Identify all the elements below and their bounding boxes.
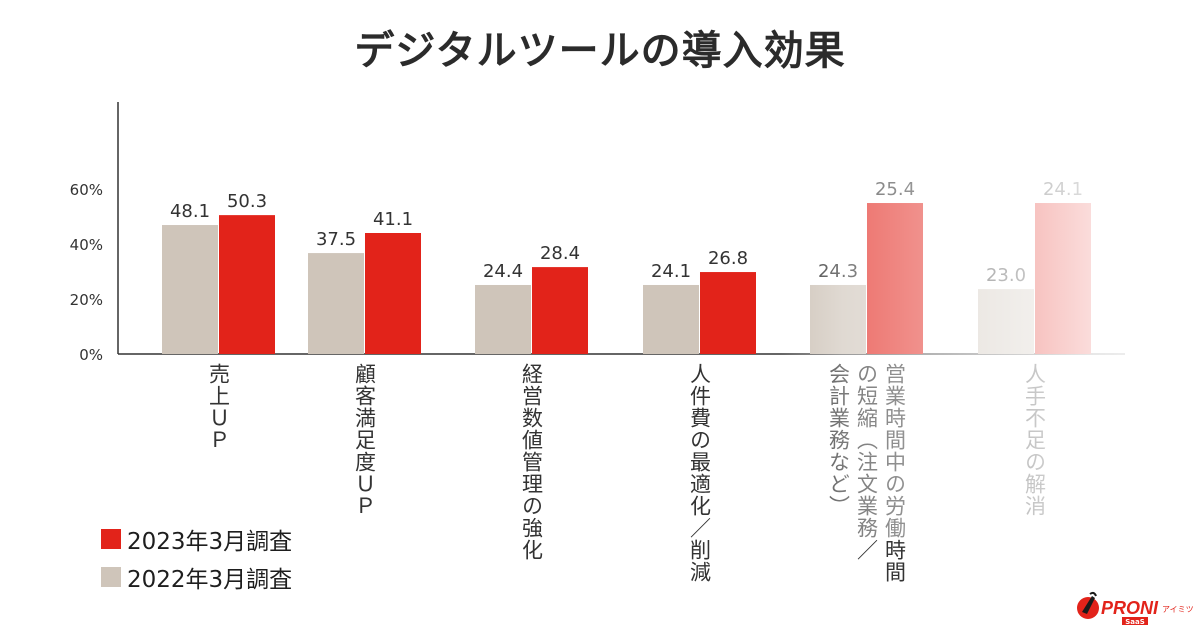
bar-2023 (532, 267, 588, 354)
logo-mark-icon (1077, 591, 1099, 619)
category-label: 顧客満足度ＵＰ (351, 363, 379, 517)
category-label: 売上ＵＰ (205, 363, 233, 451)
category-label-line: 人件費の最適化／削減 (687, 363, 712, 583)
category-label: 人件費の最適化／削減 (686, 363, 714, 583)
category-label-line: 人手不足の解消 (1022, 363, 1047, 517)
category-label-line: 経営数値管理の強化 (519, 363, 544, 561)
bar-2022 (475, 284, 531, 354)
data-label: 25.4 (875, 179, 915, 200)
legend-swatch-2023 (101, 529, 121, 549)
chart-title: デジタルツールの導入効果 (354, 28, 846, 74)
y-tick-label: 0% (79, 346, 103, 364)
bar-2022 (643, 284, 699, 354)
bar-2023 (700, 272, 756, 354)
data-label: 24.1 (1043, 179, 1083, 200)
data-label: 23.0 (986, 265, 1026, 286)
bar-2023 (1035, 203, 1091, 354)
data-label: 37.5 (316, 229, 356, 250)
y-tick-label: 60% (70, 181, 103, 199)
category-label-line: の短縮（注文業務／ (854, 363, 879, 561)
category-label: 人手不足の解消 (1021, 363, 1049, 517)
category-label: 経営数値管理の強化 (518, 363, 546, 561)
data-label: 28.4 (540, 243, 580, 264)
category-label-line: 会計業務など） (826, 363, 851, 517)
logo-badge: SaaS (1125, 618, 1145, 626)
y-tick-label: 20% (70, 291, 103, 309)
data-label: 24.3 (818, 261, 858, 282)
data-label: 48.1 (170, 201, 210, 222)
proni-logo: PRONI アイミツ SaaS (1077, 591, 1194, 626)
legend-swatch-2022 (101, 567, 121, 587)
bar-2023 (867, 203, 923, 354)
data-label: 41.1 (373, 209, 413, 230)
data-label: 24.1 (651, 261, 691, 282)
legend-item-2023: 2023年3月調査 (101, 522, 292, 556)
logo-sub: アイミツ (1162, 605, 1194, 614)
legend-label-2023: 2023年3月調査 (127, 529, 293, 555)
category-label-line: 営業時間中の労働時間 (882, 363, 907, 583)
bar-2022 (810, 284, 866, 354)
category-label-line: 売上ＵＰ (206, 363, 231, 451)
category-label-line: 顧客満足度ＵＰ (352, 363, 377, 517)
category-label: 営業時間中の労働時間 の短縮（注文業務／ 会計業務など） (825, 363, 909, 583)
legend-item-2022: 2022年3月調査 (101, 560, 292, 594)
bar-2022 (978, 289, 1034, 354)
bar-2023 (219, 215, 275, 354)
data-label: 24.4 (483, 261, 523, 282)
bar-2023 (365, 233, 421, 354)
y-tick-label: 40% (70, 236, 103, 254)
logo-brand: PRONI (1101, 598, 1159, 618)
data-label: 50.3 (227, 191, 267, 212)
bar-2022 (162, 225, 218, 354)
bar-2022 (308, 253, 364, 354)
legend-label-2022: 2022年3月調査 (127, 567, 293, 593)
data-label: 26.8 (708, 248, 748, 269)
